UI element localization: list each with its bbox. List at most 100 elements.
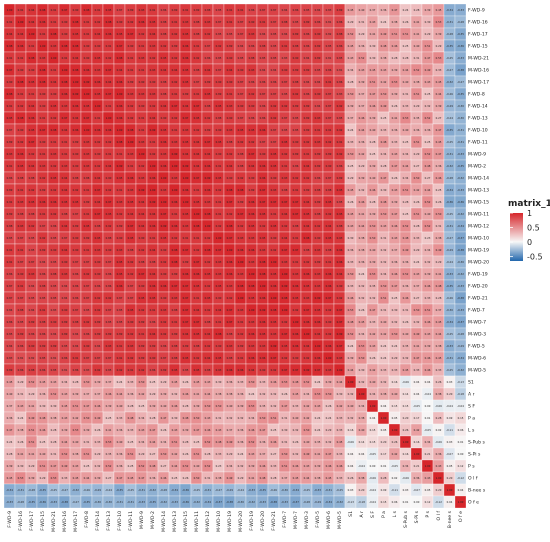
cell-value-label: 0.92 xyxy=(51,116,57,120)
cell-value-label: 0.89 xyxy=(183,92,189,96)
cell-value-label: 0.46 xyxy=(392,44,398,48)
cell-value-label: 1.00 xyxy=(73,80,79,84)
cell-value-label: 0.41 xyxy=(29,452,35,456)
cell-value-label: 0.92 xyxy=(194,56,200,60)
cell-value-label: 0.93 xyxy=(139,8,145,12)
row-label: F-WD-10 xyxy=(468,128,488,134)
cell-value-label: 0.33 xyxy=(370,320,376,324)
cell-value-label: 0.91 xyxy=(40,308,46,312)
column-label: M-WD-16 xyxy=(62,511,68,532)
cell-value-label: 0.88 xyxy=(227,356,233,360)
cell-value-label: 0.91 xyxy=(326,80,332,84)
cell-value-label: 0.92 xyxy=(293,92,299,96)
cell-value-label: 0.52 xyxy=(304,380,310,384)
cell-value-label: 0.26 xyxy=(403,428,409,432)
cell-value-label: -0.25 xyxy=(50,488,57,492)
cell-value-label: 0.88 xyxy=(315,212,321,216)
cell-value-label: 0.91 xyxy=(172,212,178,216)
cell-value-label: 0.96 xyxy=(18,44,24,48)
cell-value-label: 0.34 xyxy=(139,416,145,420)
cell-value-label: 0.92 xyxy=(249,92,255,96)
cell-value-label: 0.92 xyxy=(326,140,332,144)
cell-value-label: 1.00 xyxy=(271,260,277,264)
cell-value-label: 0.94 xyxy=(194,164,200,168)
cell-value-label: 0.97 xyxy=(62,8,68,12)
cell-value-label: 0.86 xyxy=(260,80,266,84)
cell-value-label: 0.94 xyxy=(62,128,68,132)
cell-value-label: 0.85 xyxy=(51,236,57,240)
cell-value-label: -0.06 xyxy=(402,476,409,480)
cell-value-label: 0.50 xyxy=(194,416,200,420)
cell-value-label: -0.31 xyxy=(446,224,453,228)
cell-value-label: 0.15 xyxy=(458,416,464,420)
cell-value-label: 1.00 xyxy=(7,8,13,12)
cell-value-label: 0.38 xyxy=(414,80,420,84)
cell-value-label: 0.94 xyxy=(326,224,332,228)
cell-value-label: 0.36 xyxy=(425,128,431,132)
cell-value-label: 0.94 xyxy=(337,272,343,276)
cell-value-label: 0.27 xyxy=(425,176,431,180)
cell-value-label: 0.90 xyxy=(249,176,255,180)
cell-value-label: 0.86 xyxy=(95,284,101,288)
cell-value-label: 0.95 xyxy=(150,296,156,300)
cell-value-label: 0.90 xyxy=(238,104,244,108)
cell-value-label: 0.91 xyxy=(18,248,24,252)
row-label: F-WD-19 xyxy=(468,272,488,278)
cell-value-label: 0.97 xyxy=(106,68,112,72)
cell-value-label: 0.90 xyxy=(40,140,46,144)
cell-value-label: 0.39 xyxy=(249,464,255,468)
cell-value-label: 0.25 xyxy=(403,44,409,48)
cell-value-label: 0.97 xyxy=(172,284,178,288)
cell-value-label: 0.84 xyxy=(40,260,46,264)
cell-value-label: 0.85 xyxy=(51,296,57,300)
cell-value-label: 0.87 xyxy=(205,44,211,48)
cell-value-label: 0.95 xyxy=(161,236,167,240)
cell-value-label: 0.52 xyxy=(414,68,420,72)
cell-value-label: 0.97 xyxy=(194,260,200,264)
cell-value-label: 0.46 xyxy=(425,356,431,360)
cell-value-label: 0.89 xyxy=(249,188,255,192)
cell-value-label: 0.36 xyxy=(348,248,354,252)
cell-value-label: 0.88 xyxy=(205,368,211,372)
cell-value-label: 0.97 xyxy=(216,248,222,252)
cell-value-label: 0.34 xyxy=(227,464,233,468)
cell-value-label: 0.50 xyxy=(381,284,387,288)
cell-value-label: 0.31 xyxy=(84,440,90,444)
cell-value-label: 0.25 xyxy=(425,92,431,96)
cell-value-label: 0.95 xyxy=(73,32,79,36)
cell-value-label: 0.86 xyxy=(205,56,211,60)
cell-value-label: 0.89 xyxy=(216,92,222,96)
cell-value-label: 0.97 xyxy=(227,200,233,204)
cell-value-label: 0.46 xyxy=(370,188,376,192)
cell-value-label: 0.95 xyxy=(337,188,343,192)
cell-value-label: -0.18 xyxy=(457,392,464,396)
cell-value-label: 0.43 xyxy=(414,272,420,276)
cell-value-label: 0.33 xyxy=(128,380,134,384)
cell-value-label: 0.28 xyxy=(51,440,57,444)
cell-value-label: 0.45 xyxy=(172,380,178,384)
cell-value-label: -0.32 xyxy=(160,500,167,504)
cell-value-label: 1.00 xyxy=(359,392,365,396)
cell-value-label: 0.90 xyxy=(62,308,68,312)
cell-value-label: 0.92 xyxy=(282,104,288,108)
cell-value-label: 0.95 xyxy=(117,32,123,36)
cell-value-label: 0.92 xyxy=(205,260,211,264)
cell-value-label: 0.97 xyxy=(293,200,299,204)
cell-value-label: 0.24 xyxy=(249,392,255,396)
cell-value-label: 0.53 xyxy=(315,392,321,396)
cell-value-label: 0.29 xyxy=(29,464,35,468)
cell-value-label: 0.34 xyxy=(359,404,365,408)
cell-value-label: 0.32 xyxy=(359,188,365,192)
cell-value-label: 0.95 xyxy=(106,212,112,216)
cell-value-label: 0.84 xyxy=(62,296,68,300)
cell-value-label: 0.39 xyxy=(73,392,79,396)
cell-value-label: 0.17 xyxy=(381,452,387,456)
cell-value-label: 0.50 xyxy=(161,452,167,456)
cell-value-label: 0.91 xyxy=(84,32,90,36)
cell-value-label: 0.43 xyxy=(425,80,431,84)
cell-value-label: 0.32 xyxy=(238,416,244,420)
cell-value-label: 0.30 xyxy=(337,392,343,396)
cell-value-label: 0.40 xyxy=(40,452,46,456)
cell-value-label: 0.50 xyxy=(359,356,365,360)
cell-value-label: 0.93 xyxy=(249,32,255,36)
